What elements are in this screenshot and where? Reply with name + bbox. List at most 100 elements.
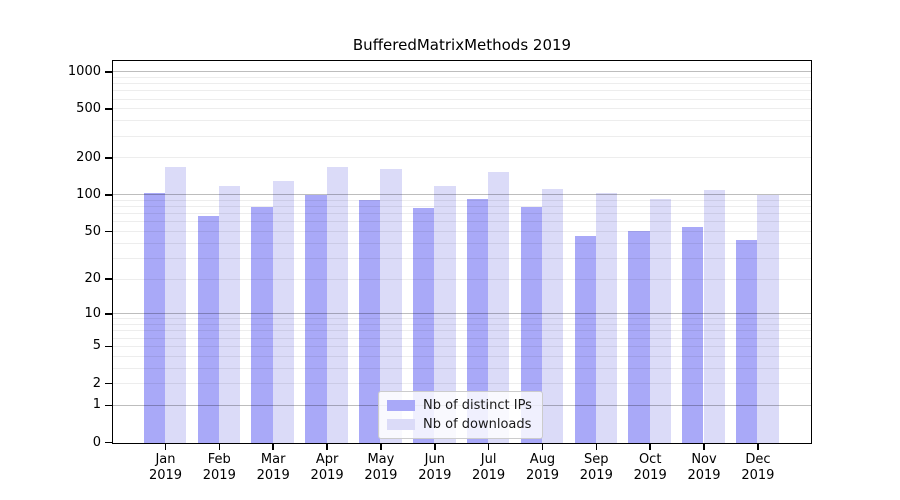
x-tick-sep [595,444,597,450]
x-tick-label-mar: Mar 2019 [256,452,290,483]
gridline-60 [113,221,811,223]
y-tick-label-1: 1 [92,397,101,413]
bar-distinct-ips-may [359,200,381,443]
y-tick-5 [105,345,112,348]
y-tick-label-20: 20 [84,271,101,287]
gridline-600 [113,98,811,100]
y-tick-label-2: 2 [92,375,101,391]
x-tick-label-jun: Jun 2019 [418,452,452,483]
bar-distinct-ips-feb [197,215,219,443]
x-tick-label-sep: Sep 2019 [579,452,613,483]
gridline-30 [113,257,811,259]
y-tick-label-10: 10 [84,305,101,321]
bar-distinct-ips-jun [412,207,435,443]
gridline-200 [113,157,811,159]
legend-swatch-downloads-icon [387,419,415,430]
bar-distinct-ips-nov [682,227,704,443]
y-tick-label-1000: 1000 [67,63,101,79]
gridline-8 [113,324,811,326]
gridline-6 [113,337,811,339]
gridline-40 [113,242,811,244]
y-tick-500 [105,108,112,110]
y-tick-100 [105,194,112,196]
bar-downloads-sep [595,193,618,443]
x-tick-label-may: May 2019 [364,452,398,483]
gridline-2 [113,383,811,384]
legend-row-distinct-ips: Nb of distinct IPs [387,398,532,413]
gridline-1000 [113,71,811,73]
gridline-4 [113,355,811,357]
y-tick-1000 [105,71,112,73]
bar-distinct-ips-jul [466,198,489,443]
bar-downloads-jun [434,185,456,443]
x-tick-aug [541,444,544,450]
gridline-5 [113,345,811,347]
y-tick-label-50: 50 [84,223,101,239]
x-tick-dec [757,444,759,450]
x-tick-label-nov: Nov 2019 [687,452,721,483]
bar-downloads-apr [326,167,348,443]
gridline-100 [113,194,811,196]
legend: Nb of distinct IPs Nb of downloads [378,391,543,439]
x-tick-feb [218,444,221,450]
x-tick-label-jul: Jul 2019 [472,452,506,483]
x-tick-apr [326,444,328,450]
y-tick-label-0: 0 [92,434,101,450]
y-tick-1 [105,404,112,407]
bar-downloads-oct [649,199,671,443]
gridline-7 [113,330,811,332]
bar-distinct-ips-jan [143,192,165,443]
bar-distinct-ips-apr [305,195,327,443]
legend-label-downloads: Nb of downloads [423,417,532,432]
gridline-900 [113,76,811,78]
bars-layer [113,61,811,443]
gridline-300 [113,135,811,137]
y-tick-label-5: 5 [92,338,101,354]
bar-downloads-jul [488,171,510,443]
legend-swatch-distinct-ips-icon [387,400,415,411]
x-tick-jul [487,444,490,450]
y-tick-2 [105,382,112,385]
grid-layer [113,61,811,443]
x-tick-label-apr: Apr 2019 [310,452,344,483]
plot-area: Nb of distinct IPs Nb of downloads [112,60,812,444]
gridline-500 [113,108,811,110]
gridline-800 [113,83,811,85]
bar-distinct-ips-dec [736,239,758,443]
bar-downloads-nov [703,190,725,443]
gridline-3 [113,367,811,369]
gridline-70 [113,213,811,215]
bar-downloads-aug [541,189,564,443]
y-tick-label-500: 500 [76,100,101,116]
bar-distinct-ips-sep [574,236,596,443]
gridline-400 [113,120,811,122]
bar-downloads-jan [165,167,187,443]
x-tick-nov [703,444,705,450]
gridline-9 [113,318,811,320]
x-tick-label-jan: Jan 2019 [148,452,183,483]
x-tick-mar [272,444,274,450]
x-tick-label-aug: Aug 2019 [525,452,560,483]
y-tick-10 [105,313,112,315]
y-tick-200 [105,157,112,159]
gridline-20 [113,278,811,280]
y-tick-label-200: 200 [76,149,101,165]
x-tick-jan [164,444,167,450]
y-tick-20 [105,278,112,280]
bar-downloads-dec [757,194,779,443]
x-tick-label-dec: Dec 2019 [741,452,775,483]
bar-downloads-mar [272,181,294,443]
legend-row-downloads: Nb of downloads [387,417,532,432]
bar-distinct-ips-aug [520,207,542,443]
bar-downloads-may [380,168,402,443]
chart-title: BufferedMatrixMethods 2019 [352,36,572,54]
y-tick-0 [105,441,112,444]
gridline-700 [113,90,811,92]
x-tick-label-feb: Feb 2019 [202,452,236,483]
bar-downloads-feb [218,185,241,443]
gridline-50 [113,231,811,232]
x-tick-oct [649,444,651,450]
bar-distinct-ips-oct [628,231,650,443]
y-tick-50 [105,230,112,233]
